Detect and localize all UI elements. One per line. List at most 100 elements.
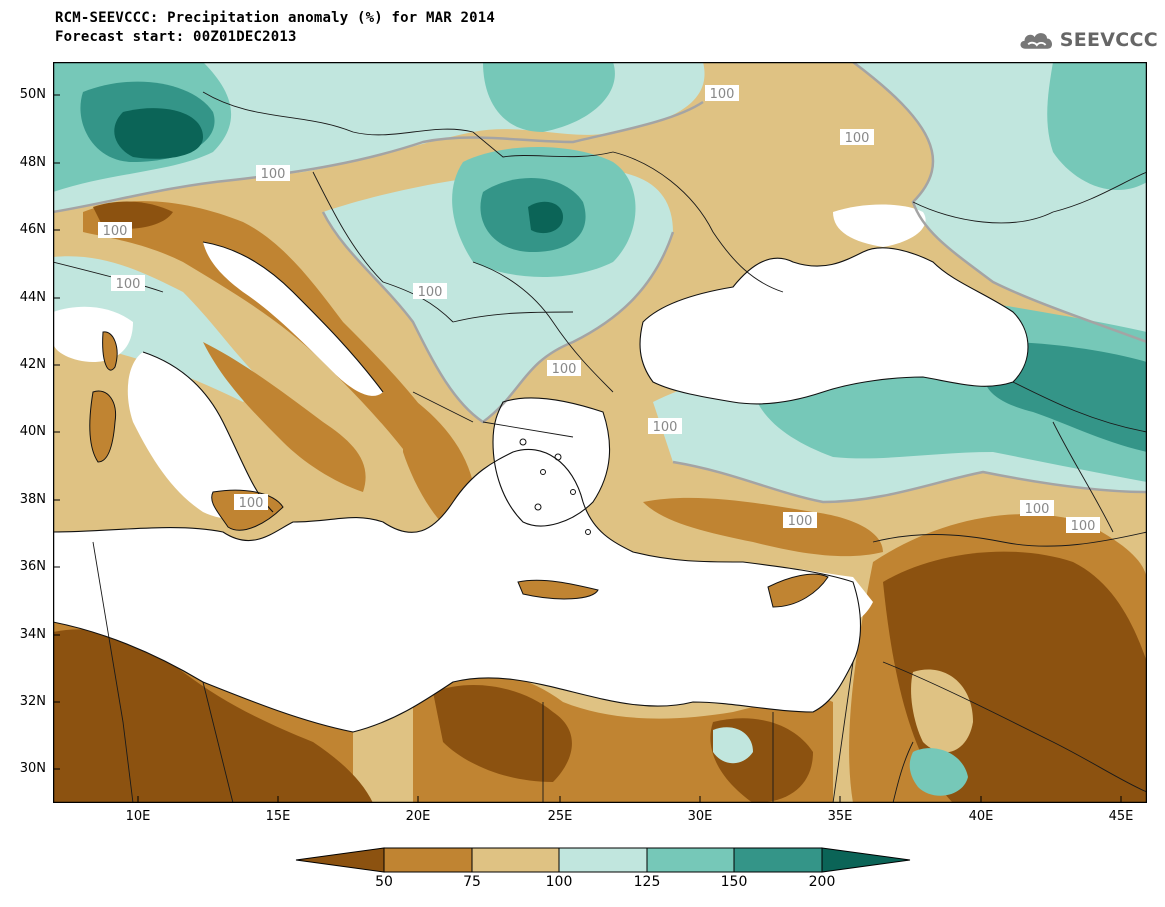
lat-label-32n: 32N [19, 694, 46, 709]
contour-label: 100 [261, 167, 286, 182]
outline-crete [517, 579, 599, 600]
lat-label-42n: 42N [19, 357, 46, 372]
lon-label-35e: 35E [827, 809, 853, 824]
axis-ticks [53, 94, 1122, 803]
coastline-black-sea [639, 247, 1029, 405]
lat-label-44n: 44N [19, 290, 46, 305]
outline-sicily [211, 489, 284, 531]
outline-cyprus [767, 573, 829, 608]
contour-label: 100 [1025, 502, 1050, 517]
colorbar-swatch-50-75 [383, 847, 473, 873]
lon-label-40e: 40E [968, 809, 994, 824]
outline-sardinia [89, 390, 117, 463]
anomaly-region-egypt-very-dry [433, 684, 572, 782]
contour-label-bg [98, 222, 132, 238]
contour-labels: 100 100 100 100 100 100 100 100 100 100 … [103, 87, 1096, 534]
contour-label: 100 [845, 131, 870, 146]
outline-aegean-islet [570, 489, 576, 495]
border-segment [202, 91, 614, 158]
island-crete [518, 580, 598, 599]
island-outlines [89, 331, 829, 608]
lat-label-30n: 30N [19, 761, 46, 776]
border-segment [542, 702, 774, 803]
contour-line-ukraine [852, 62, 1147, 344]
contour-label-bg [783, 512, 817, 528]
anomaly-region-iraq-wet-pocket [909, 748, 968, 796]
coastline-aegean [492, 397, 611, 527]
contour-label-bg [413, 283, 447, 299]
contour-label-bg [840, 129, 874, 145]
anomaly-region-west-wet [53, 256, 263, 402]
contour-line-anatolia [672, 460, 1147, 504]
lat-label-36n: 36N [19, 559, 46, 574]
lat-label-34n: 34N [19, 627, 46, 642]
contour-label-bg [705, 85, 739, 101]
border-segment [612, 151, 784, 293]
contour-label: 100 [710, 87, 735, 102]
island-sardinia [89, 391, 116, 462]
logo-text: SEEVCCC [1059, 29, 1158, 51]
colorbar-swatch-above-200 [821, 847, 911, 873]
coastline-mediterranean [53, 448, 862, 733]
lat-label-40n: 40N [19, 424, 46, 439]
contour-label-bg [234, 494, 268, 510]
contour-label-bg [1066, 517, 1100, 533]
colorbar-label-100: 100 [545, 874, 573, 890]
colorbar-swatch-75-100 [471, 847, 560, 873]
lat-label-46n: 46N [19, 222, 46, 237]
country-borders [53, 91, 1147, 803]
outline-aegean-islet [585, 529, 591, 535]
contour-label-bg [547, 360, 581, 376]
sea-black-sea [640, 247, 1028, 404]
contour-label-bg [648, 418, 682, 434]
coastline-adriatic [202, 241, 384, 393]
forecast-start-subtitle: Forecast start: 00Z01DEC2013 [55, 29, 297, 45]
contour-label: 100 [552, 362, 577, 377]
lon-label-10e: 10E [125, 809, 151, 824]
coastline-italy [142, 351, 274, 513]
contour-label: 100 [653, 420, 678, 435]
colorbar-swatch-below-50 [295, 847, 385, 873]
colorbar-label-125: 125 [633, 874, 661, 890]
colorbar-swatch-150-200 [733, 847, 823, 873]
contour-label: 100 [116, 277, 141, 292]
contour-label: 100 [788, 514, 813, 529]
island-corsica [102, 331, 118, 371]
colorbar [295, 847, 911, 873]
precipitation-anomaly-map: 100 100 100 100 100 100 100 100 100 100 … [53, 62, 1147, 803]
border-segment [472, 261, 614, 393]
lat-label-50n: 50N [19, 87, 46, 102]
contour-label: 100 [1071, 519, 1096, 534]
anomaly-region-carpathian-extreme-wet [528, 201, 563, 234]
sea-azov [833, 204, 926, 247]
border-segment [912, 171, 1147, 224]
island-cyprus [768, 574, 828, 607]
sea-adriatic [203, 242, 383, 396]
border-segment [872, 531, 1147, 547]
lon-label-45e: 45E [1108, 809, 1134, 824]
sea-tyrrhenian [127, 352, 273, 520]
cloud-icon [1020, 33, 1053, 49]
anomaly-region-ukraine-wet [1047, 62, 1147, 191]
contour-label: 100 [418, 285, 443, 300]
border-segment [92, 541, 234, 803]
colorbar-swatch-100-125 [558, 847, 648, 873]
outline-corsica [102, 331, 118, 371]
anomaly-region-italy-dry [203, 342, 366, 492]
map-title: RCM-SEEVCCC: Precipitation anomaly (%) f… [55, 10, 496, 26]
anomaly-region-iraq-pocket [911, 669, 973, 753]
sea-areas [53, 204, 1028, 732]
lon-label-15e: 15E [265, 809, 291, 824]
outline-aegean-islet [540, 469, 546, 475]
coastlines [53, 241, 1029, 733]
lon-label-30e: 30E [687, 809, 713, 824]
seevccc-logo: SEEVCCC [1018, 22, 1158, 58]
contour-label: 100 [239, 496, 264, 511]
anomaly-region-poland-wet [483, 62, 615, 132]
lat-label-48n: 48N [19, 155, 46, 170]
anomaly-region-egypt-wet-pocket [713, 727, 753, 764]
sea-mediterranean [53, 449, 861, 732]
outline-aegean-islet [534, 503, 542, 511]
lon-label-25e: 25E [547, 809, 573, 824]
border-segment [882, 661, 1147, 793]
